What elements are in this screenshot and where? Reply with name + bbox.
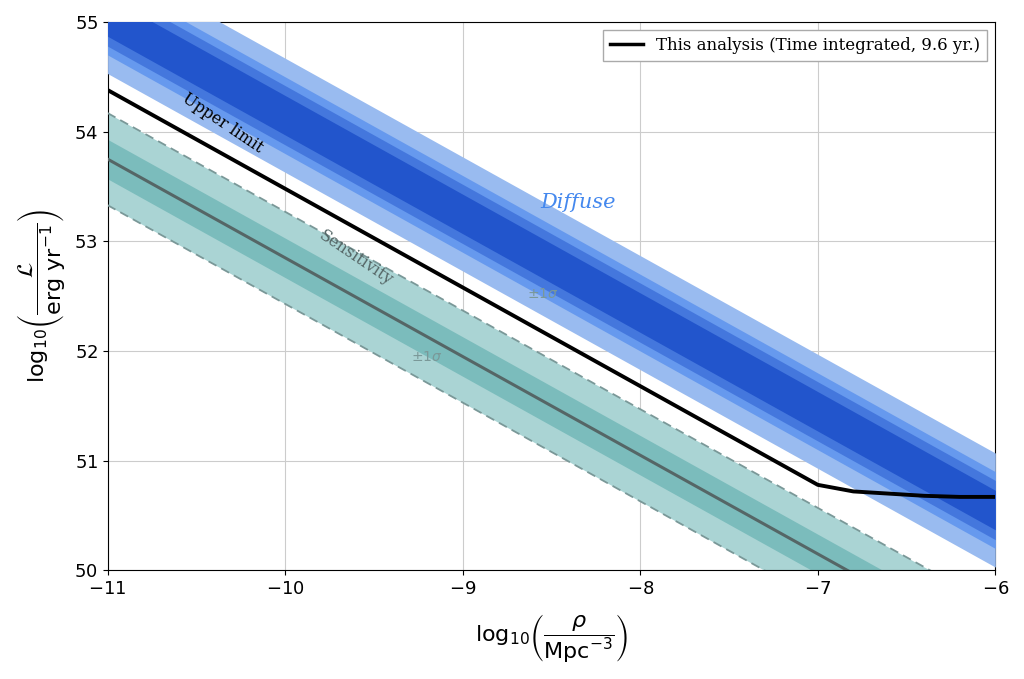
Text: Upper limit: Upper limit <box>179 90 266 156</box>
X-axis label: $\log_{10}\!\left(\dfrac{\rho}{\mathrm{Mpc}^{-3}}\right)$: $\log_{10}\!\left(\dfrac{\rho}{\mathrm{M… <box>475 612 628 664</box>
Y-axis label: $\log_{10}\!\left(\dfrac{\mathcal{L}}{\mathrm{erg\ yr}^{-1}}\right)$: $\log_{10}\!\left(\dfrac{\mathcal{L}}{\m… <box>15 209 67 384</box>
Text: Sensitivity: Sensitivity <box>316 227 396 289</box>
Text: Diffuse: Diffuse <box>541 194 615 213</box>
Text: $\pm1\sigma$: $\pm1\sigma$ <box>526 287 558 301</box>
Text: $\pm1\sigma$: $\pm1\sigma$ <box>412 350 443 363</box>
Legend: This analysis (Time integrated, 9.6 yr.): This analysis (Time integrated, 9.6 yr.) <box>603 31 987 60</box>
